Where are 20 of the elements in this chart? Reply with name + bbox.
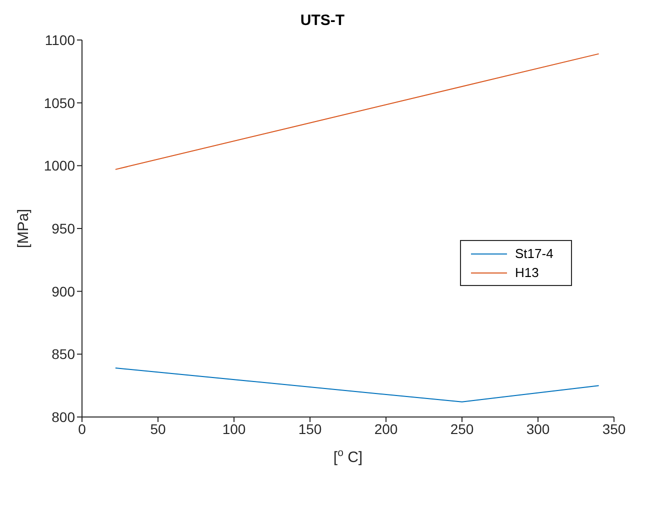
x-tick-label: 100 [222,420,246,437]
y-tick-label: 850 [52,346,76,362]
y-tick-label: 1050 [44,94,76,111]
x-axis-title: [$^{o}$ C] [333,447,363,466]
x-tick-label: 50 [150,420,166,437]
chart-title: UTS-T [299,12,346,29]
x-tick-label: 250 [450,420,474,437]
x-tick-label: 350 [602,420,626,437]
x-tick-label: 0 [78,420,86,437]
legend-label: St17-4 [515,246,554,261]
y-tick-label: 900 [52,283,76,300]
y-axis-title: [MPa] [15,208,32,248]
y-tick-label: 1000 [44,158,76,174]
y-tick-label: 800 [52,408,76,425]
x-tick-label: 300 [526,420,550,437]
y-tick-label: 1100 [44,32,76,48]
y-tick-label: 950 [52,220,76,236]
x-tick-label: 200 [374,420,398,437]
x-tick-label: 150 [298,420,322,437]
legend-label: H13 [515,265,539,280]
